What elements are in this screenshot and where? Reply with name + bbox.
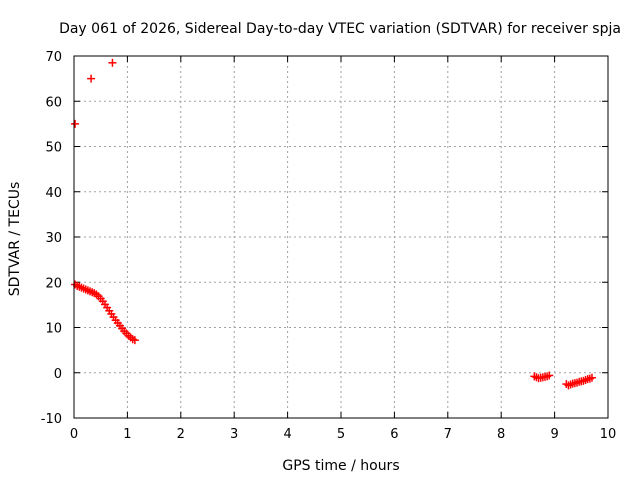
y-tick-label: 10 xyxy=(45,322,62,337)
x-tick-label: 8 xyxy=(497,427,505,442)
x-axis-label: GPS time / hours xyxy=(282,458,399,474)
x-tick-label: 7 xyxy=(444,427,452,442)
y-tick-label: 60 xyxy=(45,95,62,110)
x-tick-labels: 0 1 2 3 4 5 6 7 8 9 10 xyxy=(70,427,616,442)
y-axis-label: SDTVAR / TECUs xyxy=(7,182,23,297)
x-tick-label: 6 xyxy=(390,427,398,442)
x-tick-label: 3 xyxy=(230,427,238,442)
x-tick-label: 4 xyxy=(283,427,291,442)
data-points xyxy=(71,58,596,390)
x-tick-label: 0 xyxy=(70,427,78,442)
data-point xyxy=(545,371,554,380)
y-tick-label: 70 xyxy=(45,50,62,65)
chart-title: Day 061 of 2026, Sidereal Day-to-day VTE… xyxy=(59,21,621,37)
x-tick-label: 2 xyxy=(177,427,185,442)
x-tick-label: 10 xyxy=(600,427,617,442)
x-tick-label: 9 xyxy=(550,427,558,442)
y-tick-labels: -10 0 10 20 30 40 50 60 70 xyxy=(41,50,62,427)
y-tick-label: 20 xyxy=(45,276,62,291)
data-point xyxy=(108,58,117,67)
y-tick-label: 40 xyxy=(45,186,62,201)
y-tick-label: 30 xyxy=(45,231,62,246)
x-tick-label: 1 xyxy=(123,427,131,442)
grid xyxy=(74,56,608,418)
y-tick-label: -10 xyxy=(41,412,62,427)
data-point xyxy=(587,373,596,382)
x-tick-label: 5 xyxy=(337,427,345,442)
y-tick-label: 0 xyxy=(54,367,62,382)
data-point xyxy=(130,336,139,345)
plot-frame xyxy=(73,55,609,419)
data-point xyxy=(71,119,80,128)
y-tick-label: 50 xyxy=(45,141,62,156)
data-point xyxy=(87,74,96,83)
